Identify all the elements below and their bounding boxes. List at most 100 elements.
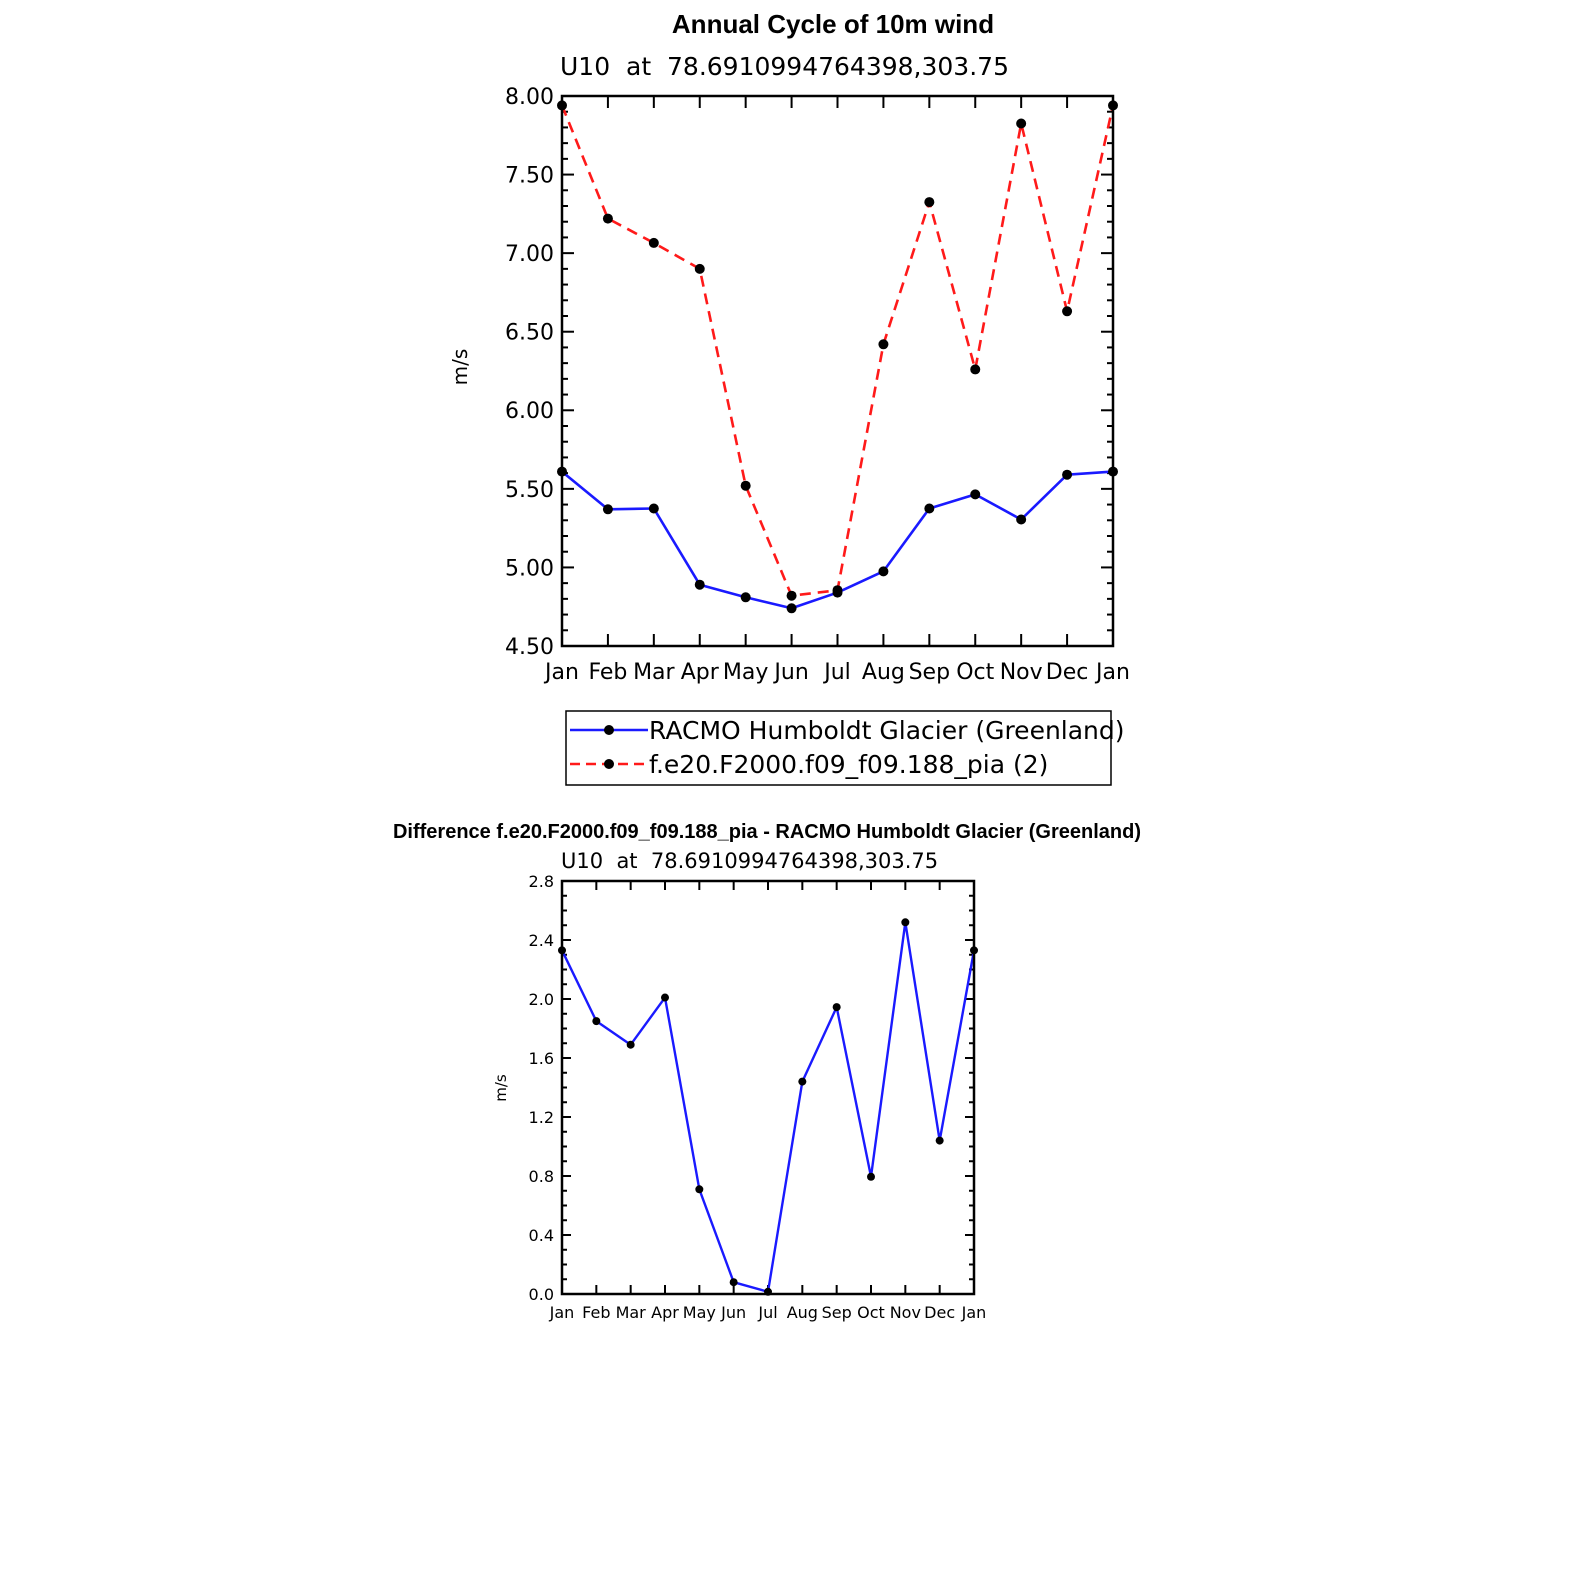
x-tick-label: Jan	[543, 660, 579, 685]
chart1-subtitle: U10 at 78.6910994764398,303.75	[560, 52, 1009, 81]
data-point	[740, 480, 751, 491]
x-tick-label: Oct	[956, 660, 994, 685]
data-point	[970, 364, 981, 375]
y-tick-label: 1.2	[529, 1108, 554, 1127]
data-point	[935, 1136, 944, 1145]
data-point	[786, 603, 797, 614]
x-tick-label: Aug	[862, 660, 905, 685]
data-point	[924, 197, 935, 208]
data-point	[924, 503, 935, 514]
series-line-0	[560, 921, 976, 1293]
data-point	[648, 237, 659, 248]
y-tick-label: 2.0	[529, 990, 554, 1009]
chart2-subtitle: U10 at 78.6910994764398,303.75	[561, 849, 938, 873]
chart2-title: Difference f.e20.F2000.f09_f09.188_pia -…	[393, 821, 1141, 843]
data-point	[694, 579, 705, 590]
y-tick-label: 8.00	[505, 85, 554, 110]
legend-box	[565, 710, 1112, 786]
chart2-y-tick-labels: 0.0 0.4 0.8 1.2 1.6 2.0 2.4 2.8	[529, 872, 554, 1304]
x-tick-label: Aug	[787, 1303, 818, 1322]
data-point	[602, 213, 613, 224]
difference-chart: Difference f.e20.F2000.f09_f09.188_pia -…	[393, 821, 1141, 1322]
y-tick-label: 2.8	[529, 872, 554, 891]
chart1-ticks	[561, 95, 1114, 647]
legend-marker-racmo	[604, 725, 614, 735]
y-tick-label: 6.00	[505, 399, 554, 424]
chart1-plot-frame	[560, 94, 1115, 648]
x-tick-label: Nov	[890, 1303, 921, 1322]
x-tick-label: Jun	[720, 1303, 746, 1322]
x-tick-label: May	[683, 1303, 716, 1322]
chart2-y-axis-label: m/s	[492, 1074, 510, 1102]
chart2-plot-frame	[560, 879, 976, 1296]
data-point	[740, 592, 751, 603]
x-tick-label: Mar	[616, 1303, 647, 1322]
chart1-y-tick-labels: 4.50 5.00 5.50 6.00 6.50 7.00 7.50 8.00	[505, 85, 554, 660]
data-point	[878, 566, 889, 577]
x-tick-label: Sep	[822, 1303, 852, 1322]
data-point	[626, 1040, 635, 1049]
data-point	[1062, 306, 1073, 317]
data-point	[694, 263, 705, 274]
x-tick-label: Oct	[857, 1303, 885, 1322]
x-tick-label: Jan	[549, 1303, 575, 1322]
data-point	[602, 504, 613, 515]
data-point	[648, 503, 659, 514]
data-point	[1062, 469, 1073, 480]
data-point	[1016, 514, 1027, 525]
data-point	[729, 1278, 738, 1287]
x-tick-label: Feb	[582, 1303, 610, 1322]
data-point	[786, 590, 797, 601]
x-tick-label: May	[723, 660, 768, 685]
chart1-title: Annual Cycle of 10m wind	[672, 9, 994, 39]
data-point	[695, 1185, 704, 1194]
x-tick-label: Jun	[772, 660, 808, 685]
x-tick-label: Jan	[961, 1303, 987, 1322]
data-point	[867, 1172, 875, 1181]
x-tick-label: Dec	[924, 1303, 955, 1322]
legend-marker-model	[604, 759, 614, 769]
x-tick-label: Jan	[1094, 660, 1130, 685]
y-tick-label: 4.50	[505, 635, 554, 660]
y-tick-label: 5.00	[505, 556, 554, 581]
chart2-series-points	[558, 918, 978, 1296]
chart1-series-lines	[560, 104, 1115, 610]
y-tick-label: 6.50	[505, 321, 554, 346]
series-line-1	[560, 104, 1115, 598]
chart1-series-points	[557, 100, 1118, 614]
data-point	[901, 918, 910, 927]
chart1-y-axis-label: m/s	[448, 349, 472, 386]
data-point	[832, 1003, 841, 1012]
y-tick-label: 0.0	[529, 1285, 554, 1304]
y-tick-label: 2.4	[529, 931, 554, 950]
chart2-x-tick-labels: Jan Feb Mar Apr May Jun Jul Aug Sep Oct Nov Dec Jan	[549, 1303, 987, 1322]
data-point	[832, 585, 843, 596]
chart1-x-tick-labels: Jan Feb Mar Apr May Jun Jul Aug Sep Oct Nov Dec Jan	[543, 660, 1130, 685]
y-tick-label: 1.6	[529, 1049, 554, 1068]
annual-cycle-chart: Annual Cycle of 10m wind U10 at 78.69109…	[448, 9, 1130, 786]
y-tick-label: 0.8	[529, 1167, 554, 1186]
chart2-series-lines	[560, 921, 976, 1293]
data-point	[878, 339, 889, 350]
x-tick-label: Jul	[757, 1303, 777, 1322]
x-tick-label: Nov	[1000, 660, 1043, 685]
x-tick-label: Sep	[909, 660, 950, 685]
legend-label-racmo: RACMO Humboldt Glacier (Greenland)	[649, 716, 1125, 745]
x-tick-label: Jul	[822, 660, 851, 685]
chart2-ticks	[561, 880, 975, 1295]
x-tick-label: Feb	[588, 660, 627, 685]
legend-label-model: f.e20.F2000.f09_f09.188_pia (2)	[649, 750, 1048, 779]
data-point	[798, 1077, 807, 1086]
data-point	[592, 1017, 601, 1026]
x-tick-label: Dec	[1046, 660, 1089, 685]
x-tick-label: Apr	[681, 660, 720, 685]
x-tick-label: Apr	[651, 1303, 679, 1322]
data-point	[661, 993, 669, 1002]
chart1-legend: RACMO Humboldt Glacier (Greenland) f.e20…	[565, 710, 1125, 786]
data-point	[970, 489, 981, 500]
x-tick-label: Mar	[633, 660, 675, 685]
y-tick-label: 0.4	[529, 1226, 554, 1245]
y-tick-label: 7.00	[505, 242, 554, 267]
data-point	[1016, 118, 1027, 129]
